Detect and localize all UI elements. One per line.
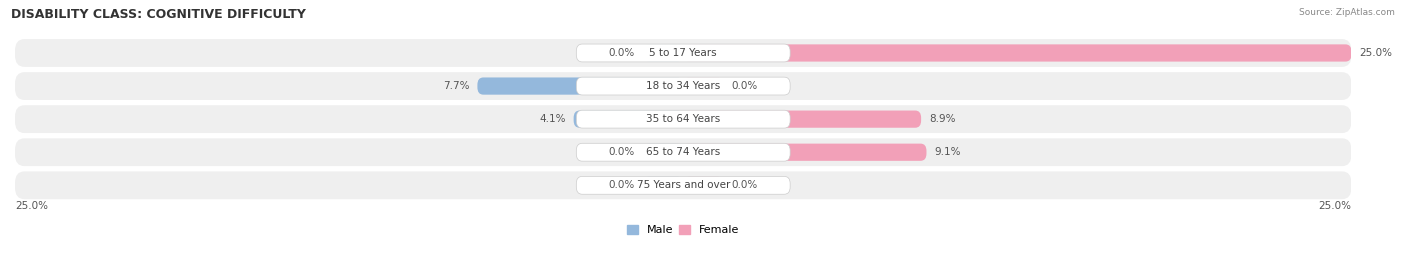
FancyBboxPatch shape <box>683 110 921 128</box>
FancyBboxPatch shape <box>15 72 1351 100</box>
FancyBboxPatch shape <box>683 144 927 161</box>
Text: 65 to 74 Years: 65 to 74 Years <box>647 147 720 157</box>
Text: 25.0%: 25.0% <box>1319 201 1351 211</box>
Text: 0.0%: 0.0% <box>731 81 758 91</box>
FancyBboxPatch shape <box>643 44 683 62</box>
FancyBboxPatch shape <box>15 39 1351 67</box>
Text: 0.0%: 0.0% <box>609 147 636 157</box>
Text: 8.9%: 8.9% <box>929 114 956 124</box>
Text: 25.0%: 25.0% <box>1360 48 1392 58</box>
Text: 4.1%: 4.1% <box>538 114 565 124</box>
FancyBboxPatch shape <box>15 105 1351 133</box>
Text: 25.0%: 25.0% <box>15 201 48 211</box>
Text: 35 to 64 Years: 35 to 64 Years <box>647 114 720 124</box>
Text: 0.0%: 0.0% <box>609 48 636 58</box>
FancyBboxPatch shape <box>15 138 1351 166</box>
FancyBboxPatch shape <box>576 44 790 62</box>
Text: Source: ZipAtlas.com: Source: ZipAtlas.com <box>1299 8 1395 17</box>
FancyBboxPatch shape <box>643 144 683 161</box>
FancyBboxPatch shape <box>683 44 1351 62</box>
Text: 75 Years and over: 75 Years and over <box>637 180 730 190</box>
FancyBboxPatch shape <box>576 110 790 128</box>
Legend: Male, Female: Male, Female <box>623 221 744 240</box>
FancyBboxPatch shape <box>574 110 683 128</box>
FancyBboxPatch shape <box>576 77 790 95</box>
FancyBboxPatch shape <box>683 177 723 194</box>
Text: 18 to 34 Years: 18 to 34 Years <box>647 81 720 91</box>
FancyBboxPatch shape <box>478 77 683 95</box>
Text: 0.0%: 0.0% <box>731 180 758 190</box>
Text: 7.7%: 7.7% <box>443 81 470 91</box>
FancyBboxPatch shape <box>683 77 723 95</box>
Text: 0.0%: 0.0% <box>609 180 636 190</box>
FancyBboxPatch shape <box>643 177 683 194</box>
Text: 9.1%: 9.1% <box>935 147 960 157</box>
Text: DISABILITY CLASS: COGNITIVE DIFFICULTY: DISABILITY CLASS: COGNITIVE DIFFICULTY <box>11 8 307 21</box>
Text: 5 to 17 Years: 5 to 17 Years <box>650 48 717 58</box>
FancyBboxPatch shape <box>15 172 1351 199</box>
FancyBboxPatch shape <box>576 176 790 194</box>
FancyBboxPatch shape <box>576 143 790 161</box>
